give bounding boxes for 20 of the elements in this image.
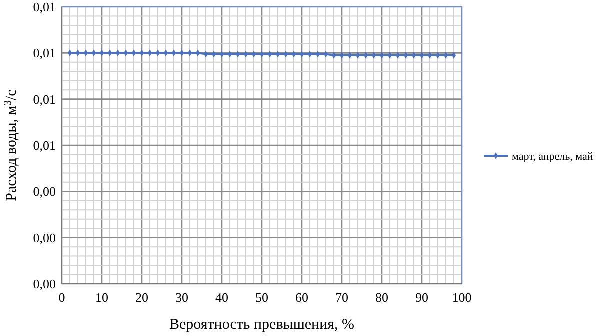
x-tick-label: 80 [376,290,388,305]
legend-label: март, апрель, май [512,150,594,163]
y-tick-label: 0,01 [33,0,56,15]
y-tick-label: 0,00 [33,184,56,200]
x-tick-label: 40 [216,290,228,305]
y-tick-label: 0,00 [33,276,56,292]
x-tick-label: 90 [416,290,428,305]
y-tick-label: 0,01 [33,46,56,61]
x-tick-label: 20 [136,290,148,305]
y-tick-label: 0,01 [33,92,56,107]
x-tick-label: 30 [176,290,188,305]
x-tick-label: 10 [96,290,108,305]
x-tick-label: 60 [296,290,308,305]
x-axis-title: Вероятность превышения, % [169,317,355,333]
y-tick-label: 0,00 [33,230,56,246]
y-tick-label: 0,01 [33,138,56,154]
x-tick-label: 50 [256,290,268,305]
x-tick-label: 0 [58,290,66,305]
x-tick-label: 100 [452,290,472,305]
x-tick-label: 70 [336,290,348,305]
